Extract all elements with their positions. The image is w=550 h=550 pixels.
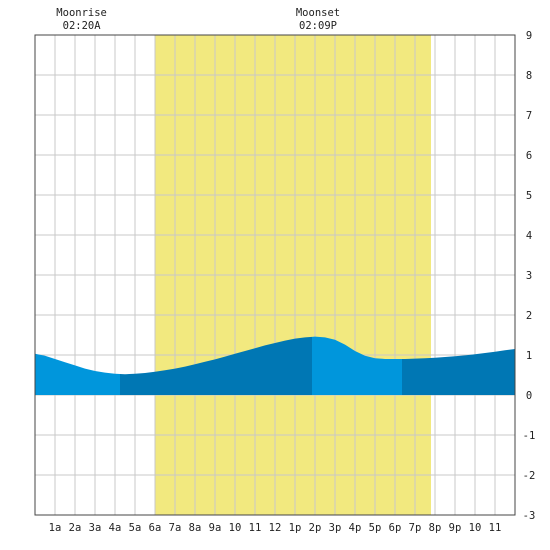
moon-event-label: Moonrise: [56, 7, 107, 19]
x-tick-label: 3a: [89, 522, 102, 534]
x-tick-label: 7p: [409, 522, 422, 534]
y-tick-label: 3: [526, 270, 532, 282]
x-tick-label: 2a: [69, 522, 82, 534]
moon-event-time: 02:20A: [63, 20, 102, 32]
x-tick-label: 9p: [449, 522, 462, 534]
x-tick-label: 12: [269, 522, 282, 534]
x-tick-label: 1a: [49, 522, 62, 534]
x-tick-label: 8p: [429, 522, 442, 534]
axes-layer: [34, 34, 516, 516]
y-tick-label: 1: [526, 350, 532, 362]
tick-label-layer: 1a 2a 3a 4a 5a 6a 7a 8a 9a 10 11 12 1p 2p 3p 4p 5p 6p 7p 8p…: [49, 30, 536, 534]
tide-area-segment: [402, 349, 515, 395]
plot-frame: [34, 34, 516, 516]
y-tick-label: 8: [526, 70, 532, 82]
x-tick-label: 7a: [169, 522, 182, 534]
y-tick-label: 9: [526, 30, 532, 42]
y-tick-label: 2: [526, 310, 532, 322]
x-tick-label: 6a: [149, 522, 162, 534]
x-tick-label: 10: [229, 522, 242, 534]
y-tick-label: 6: [526, 150, 532, 162]
x-tick-label: 5a: [129, 522, 142, 534]
y-tick-label: -2: [523, 470, 536, 482]
x-tick-label: 2p: [309, 522, 322, 534]
y-tick-label: -3: [523, 510, 536, 522]
x-tick-label: 11: [249, 522, 262, 534]
y-tick-label: 4: [526, 230, 532, 242]
y-tick-label: -1: [523, 430, 536, 442]
y-tick-label: 0: [526, 390, 532, 402]
tide-area-segment: [35, 353, 120, 395]
x-tick-label: 9a: [209, 522, 222, 534]
x-tick-label: 8a: [189, 522, 202, 534]
x-tick-label: 3p: [329, 522, 342, 534]
y-tick-label: 7: [526, 110, 532, 122]
x-tick-label: 4a: [109, 522, 122, 534]
x-tick-label: 5p: [369, 522, 382, 534]
x-tick-label: 6p: [389, 522, 402, 534]
moon-event-time: 02:09P: [299, 20, 337, 32]
tide-area-layer: [35, 336, 515, 395]
x-tick-label: 10: [469, 522, 482, 534]
x-tick-label: 11: [489, 522, 502, 534]
y-tick-label: 5: [526, 190, 532, 202]
grid-layer: [35, 34, 515, 516]
moon-event-label: Moonset: [296, 7, 340, 19]
tide-area-segment: [312, 336, 402, 395]
tide-area-segment: [120, 336, 312, 395]
x-tick-label: 1p: [289, 522, 302, 534]
x-tick-label: 4p: [349, 522, 362, 534]
